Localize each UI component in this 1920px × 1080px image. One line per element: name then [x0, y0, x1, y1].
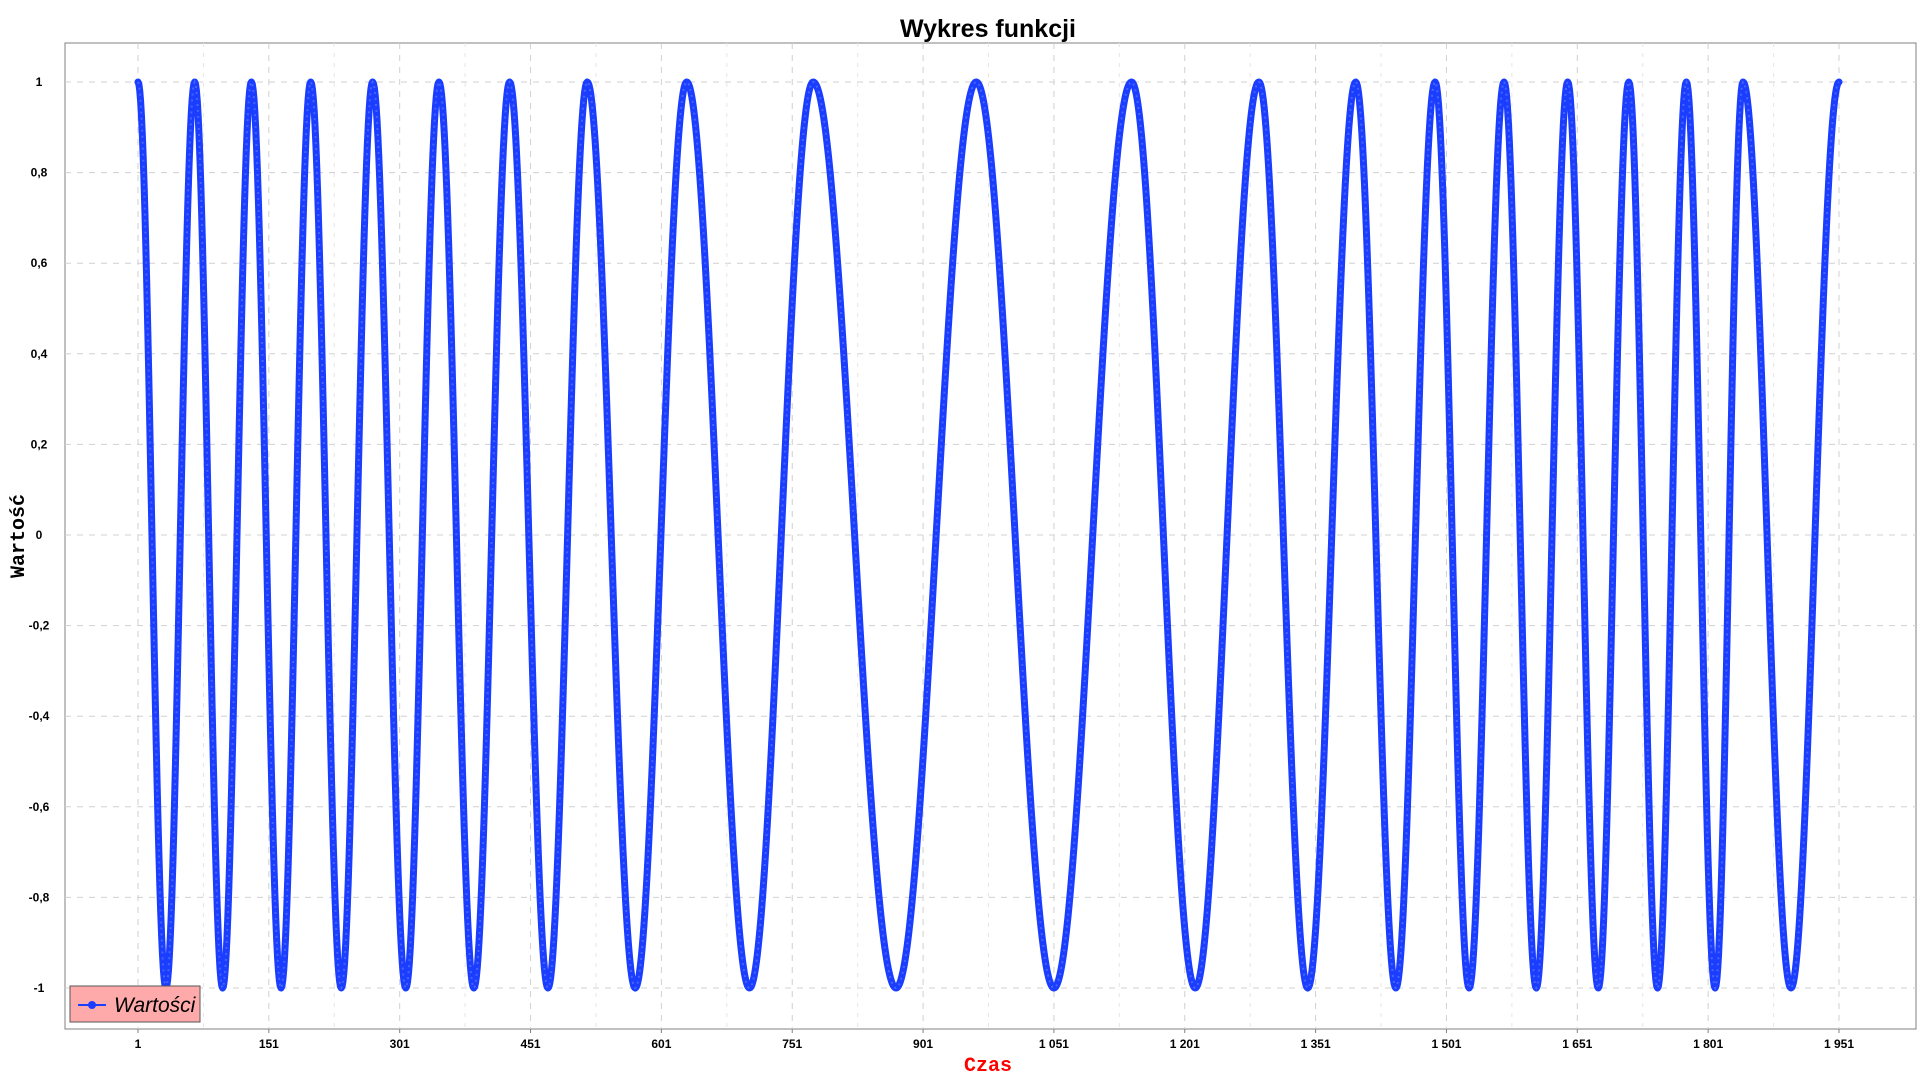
chart-title: Wykres funkcji: [900, 15, 1076, 43]
y-tick-label: 1: [36, 75, 43, 89]
x-tick-label: 1 801: [1693, 1037, 1723, 1051]
y-tick-label: 0,2: [31, 437, 48, 451]
x-tick-label: 901: [913, 1037, 933, 1051]
legend-label: Wartości: [114, 994, 197, 1017]
x-tick-label: 451: [521, 1037, 541, 1051]
x-tick-label: 1 351: [1301, 1037, 1331, 1051]
x-tick-label: 751: [782, 1037, 802, 1051]
series-line: [134, 78, 1843, 992]
x-tick-label: 1: [135, 1037, 142, 1051]
x-tick-label: 1 201: [1170, 1037, 1200, 1051]
x-axis-ticks: 1 151 301 451 601 751 901 1 051 1 201 1 351 1 501 1…: [135, 1029, 1854, 1051]
y-tick-label: -0,4: [29, 709, 50, 723]
y-tick-label: -0,8: [29, 890, 50, 904]
y-tick-label: 0,4: [31, 347, 48, 361]
legend-box: [69, 985, 201, 1023]
x-tick-label: 1 651: [1562, 1037, 1592, 1051]
x-tick-label: 1 501: [1431, 1037, 1461, 1051]
y-axis-ticks: 1 0,8 0,6 0,4 0,2 0 -0,2 -0,4 -0,6 -0,8 -1: [29, 75, 50, 995]
y-tick-label: -1: [34, 981, 45, 995]
x-tick-label: 601: [651, 1037, 671, 1051]
x-tick-label: 1 951: [1824, 1037, 1854, 1051]
y-axis-label: Wartość: [8, 494, 31, 578]
grid: [65, 43, 1916, 1029]
y-tick-label: -0,6: [29, 800, 50, 814]
series-wartosci: [134, 78, 1843, 992]
x-tick-label: 1 051: [1039, 1037, 1069, 1051]
x-tick-label: 151: [259, 1037, 279, 1051]
y-tick-label: 0,8: [31, 166, 48, 180]
legend: Wartości: [69, 985, 201, 1023]
legend-dot-marker: [88, 1001, 96, 1009]
y-tick-label: -0,2: [29, 619, 50, 633]
y-tick-label: 0,6: [31, 256, 48, 270]
x-tick-label: 301: [390, 1037, 410, 1051]
x-axis-label: Czas: [964, 1055, 1012, 1078]
y-tick-label: 0: [36, 528, 43, 542]
